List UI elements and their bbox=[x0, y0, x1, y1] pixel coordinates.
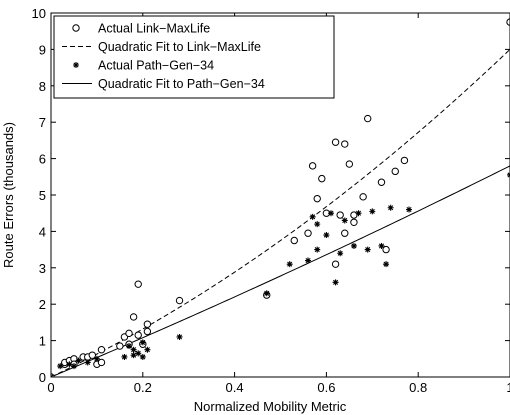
y-tick-label: 5 bbox=[39, 188, 46, 203]
data-point-link-maxlife bbox=[175, 296, 184, 305]
y-tick-label: 3 bbox=[39, 261, 46, 276]
data-point-link-maxlife bbox=[134, 280, 142, 288]
legend-marker-asterisk bbox=[73, 62, 79, 68]
y-tick-label: 7 bbox=[39, 115, 46, 130]
data-point-path-gen-34 bbox=[314, 221, 321, 228]
fit-line-link-maxlife bbox=[51, 49, 510, 377]
data-point-path-gen-34 bbox=[139, 339, 146, 346]
data-point-path-gen-34 bbox=[126, 343, 133, 350]
data-point-link-maxlife bbox=[129, 313, 138, 321]
data-point-path-gen-34 bbox=[144, 346, 151, 353]
data-point-path-gen-34 bbox=[369, 208, 376, 215]
y-tick-label: 0 bbox=[39, 370, 46, 385]
data-point-path-gen-34 bbox=[66, 361, 73, 368]
data-point-path-gen-34 bbox=[364, 246, 371, 253]
data-point-path-gen-34 bbox=[383, 261, 390, 268]
series-layer bbox=[51, 18, 510, 377]
data-point-link-maxlife bbox=[318, 174, 326, 183]
data-point-link-maxlife bbox=[88, 351, 97, 359]
data-point-link-maxlife bbox=[345, 160, 354, 168]
data-point-link-maxlife bbox=[143, 327, 152, 336]
data-point-link-maxlife bbox=[143, 320, 152, 328]
data-point-path-gen-34 bbox=[130, 352, 137, 359]
data-point-link-maxlife bbox=[116, 342, 124, 350]
data-point-path-gen-34 bbox=[130, 346, 137, 353]
data-point-path-gen-34 bbox=[337, 250, 344, 257]
data-point-link-maxlife bbox=[364, 114, 372, 123]
data-point-link-maxlife bbox=[125, 329, 133, 338]
data-point-path-gen-34 bbox=[327, 210, 334, 217]
x-tick-label: 0.6 bbox=[317, 380, 335, 395]
x-tick-label: 0 bbox=[47, 380, 54, 395]
data-point-path-gen-34 bbox=[75, 357, 82, 364]
x-tick-label: 0.4 bbox=[226, 380, 244, 395]
y-tick-label: 2 bbox=[39, 297, 46, 312]
y-tick-label: 8 bbox=[39, 79, 46, 94]
legend-label: Quadratic Fit to Link−MaxLife bbox=[98, 40, 261, 54]
data-point-path-gen-34 bbox=[387, 204, 394, 211]
data-point-path-gen-34 bbox=[263, 290, 270, 297]
data-point-path-gen-34 bbox=[323, 232, 330, 239]
data-point-path-gen-34 bbox=[355, 210, 362, 217]
data-point-path-gen-34 bbox=[378, 242, 385, 249]
data-point-link-maxlife bbox=[134, 331, 142, 339]
x-axis-title: Normalized Mobility Metric bbox=[194, 399, 347, 414]
data-point-link-maxlife bbox=[97, 346, 106, 354]
data-point-path-gen-34 bbox=[305, 257, 312, 264]
legend-marker-circle bbox=[72, 24, 80, 32]
data-point-link-maxlife bbox=[313, 194, 321, 203]
legend-box bbox=[53, 15, 335, 99]
data-point-link-maxlife bbox=[97, 358, 106, 367]
data-point-path-gen-34 bbox=[332, 279, 339, 286]
data-point-link-maxlife bbox=[308, 162, 317, 170]
data-point-path-gen-34 bbox=[84, 359, 91, 366]
data-point-path-gen-34 bbox=[139, 353, 146, 360]
data-point-link-maxlife bbox=[331, 260, 340, 268]
data-point-path-gen-34 bbox=[57, 363, 64, 370]
data-point-link-maxlife bbox=[290, 236, 298, 245]
y-axis-title: Route Errors (thousands) bbox=[1, 122, 16, 268]
data-point-link-maxlife bbox=[377, 178, 386, 186]
y-tick-label: 10 bbox=[32, 6, 46, 21]
data-point-path-gen-34 bbox=[309, 213, 316, 220]
data-point-link-maxlife bbox=[336, 211, 344, 219]
data-point-path-gen-34 bbox=[121, 353, 128, 360]
data-point-path-gen-34 bbox=[350, 242, 357, 249]
data-point-link-maxlife bbox=[400, 156, 409, 165]
data-point-link-maxlife bbox=[382, 245, 390, 254]
data-point-path-gen-34 bbox=[93, 355, 100, 362]
y-tick-label: 9 bbox=[39, 42, 46, 57]
y-tick-label: 4 bbox=[39, 224, 46, 239]
y-tick-label: 6 bbox=[39, 152, 46, 167]
data-point-link-maxlife bbox=[359, 193, 367, 201]
x-tick-label: 0.2 bbox=[134, 380, 152, 395]
x-tick-label: 0.8 bbox=[409, 380, 427, 395]
y-tick-label: 1 bbox=[39, 334, 46, 349]
x-tick-label: 1 bbox=[506, 380, 510, 395]
legend-label: Quadratic Fit to Path−Gen−34 bbox=[98, 77, 265, 91]
legend-label: Actual Link−MaxLife bbox=[98, 22, 210, 36]
data-point-path-gen-34 bbox=[314, 246, 321, 253]
data-point-path-gen-34 bbox=[406, 206, 413, 213]
data-point-link-maxlife bbox=[350, 218, 358, 227]
data-point-path-gen-34 bbox=[341, 217, 348, 224]
data-point-link-maxlife bbox=[341, 140, 349, 148]
data-point-link-maxlife bbox=[331, 138, 340, 146]
data-point-link-maxlife bbox=[341, 229, 349, 237]
data-point-path-gen-34 bbox=[70, 363, 77, 370]
data-point-path-gen-34 bbox=[176, 333, 183, 340]
data-point-path-gen-34 bbox=[286, 261, 293, 268]
legend: Actual Link−MaxLife Quadratic Fit to Link… bbox=[53, 15, 335, 99]
legend-label: Actual Path−Gen−34 bbox=[98, 59, 214, 73]
data-point-link-maxlife bbox=[391, 167, 399, 176]
data-point-link-maxlife bbox=[304, 229, 312, 237]
data-point-path-gen-34 bbox=[135, 350, 142, 357]
